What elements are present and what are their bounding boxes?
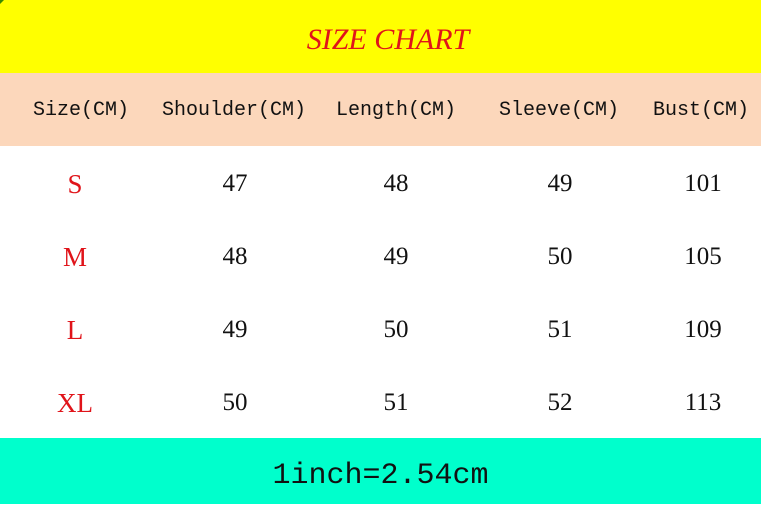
header-length: Length(CM): [335, 99, 457, 122]
header-row: Size(CM) Shoulder(CM) Length(CM) Sleeve(…: [0, 73, 761, 146]
cell-length: 51: [383, 389, 409, 416]
table-row: XL 50 51 52 113: [0, 365, 761, 438]
header-shoulder: Shoulder(CM): [161, 99, 307, 122]
cell-shoulder: 48: [222, 243, 248, 270]
cell-shoulder: 49: [222, 316, 248, 343]
cell-sleeve: 51: [547, 316, 573, 343]
header-bust: Bust(CM): [652, 99, 749, 122]
cell-shoulder: 47: [222, 170, 248, 197]
cell-size: XL: [57, 388, 93, 418]
cell-length: 50: [383, 316, 409, 343]
cell-sleeve: 52: [547, 389, 573, 416]
header-sleeve: Sleeve(CM): [498, 99, 620, 122]
cell-size: L: [66, 315, 84, 345]
table-row: L 49 50 51 109: [0, 292, 761, 365]
table-row: S 47 48 49 101: [0, 146, 761, 219]
table-row: M 48 49 50 105: [0, 219, 761, 292]
chart-title: SIZE CHART: [306, 23, 470, 56]
cell-sleeve: 50: [547, 243, 573, 270]
cell-shoulder: 50: [222, 389, 248, 416]
title-bar: SIZE CHART: [0, 0, 761, 73]
cell-bust: 109: [684, 316, 722, 343]
cell-bust: 113: [684, 389, 722, 416]
cell-bust: 101: [684, 170, 722, 197]
header-size: Size(CM): [32, 99, 129, 122]
cell-bust: 105: [684, 243, 722, 270]
cell-sleeve: 49: [547, 170, 573, 197]
conversion-note: 1inch=2.54cm: [0, 438, 761, 504]
corner-mark: [0, 0, 4, 4]
cell-size: M: [62, 242, 87, 272]
cell-length: 49: [383, 243, 409, 270]
cell-size: S: [67, 169, 83, 199]
cell-length: 48: [383, 170, 409, 197]
